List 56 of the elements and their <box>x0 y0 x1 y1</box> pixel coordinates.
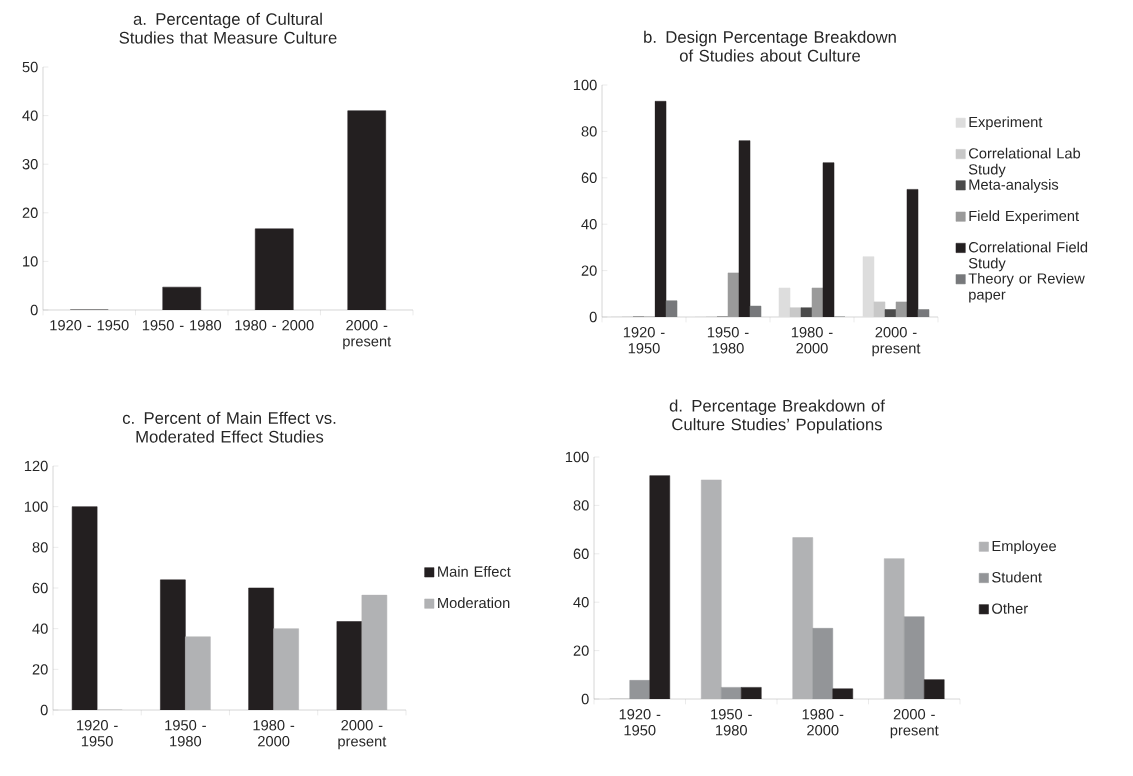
y-tick-label: 80 <box>32 542 48 553</box>
y-tick-label: 80 <box>581 126 597 137</box>
y-tick-label: 40 <box>581 219 597 230</box>
x-tick-label: 2000 - present <box>890 709 939 739</box>
x-tick-label: 2000 - present <box>343 320 392 350</box>
y-tick-label: 20 <box>581 265 597 276</box>
legend-label: Employee <box>992 540 1056 555</box>
y-tick-label: 100 <box>24 501 48 512</box>
chart-title: b. Design Percentage Breakdown of Studies about Culture <box>644 30 896 62</box>
y-tick-label: 40 <box>32 623 48 634</box>
y-tick-label: 0 <box>581 693 589 705</box>
y-tick-label: 100 <box>573 79 597 91</box>
y-tick-label: 0 <box>40 704 48 716</box>
chart-title: a. Percentage of Cultural Studies that Measure Culture <box>119 12 337 44</box>
y-tick-label: 60 <box>573 548 589 559</box>
legend-label: Correlational Lab Study <box>968 147 1081 178</box>
y-tick-label: 30 <box>22 159 38 170</box>
legend-label: Correlational Field Study <box>968 241 1088 272</box>
x-tick-label: 1920 - 1950 <box>50 320 129 331</box>
x-tick-label: 1950 - 1980 <box>711 709 752 736</box>
x-tick-label: 1920 - 1950 <box>77 720 118 747</box>
legend-label: Meta-analysis <box>969 179 1059 193</box>
legend-label: Other <box>992 602 1028 614</box>
y-tick-label: 60 <box>581 172 597 183</box>
chart-title: d. Percentage Breakdown of Culture Studies’ Populations <box>669 399 885 434</box>
x-tick-label: 1980 - 2000 <box>791 327 833 354</box>
legend-label: Main Effect <box>438 566 511 577</box>
y-tick-label: 60 <box>32 582 48 594</box>
x-tick-label: 2000 - present <box>872 327 921 357</box>
y-tick-label: 20 <box>573 645 589 656</box>
legend-label: Student <box>992 571 1042 583</box>
y-tick-label: 0 <box>589 311 597 323</box>
x-tick-label: 1950 - 1980 <box>707 327 749 354</box>
legend-label: Theory or Review paper <box>968 272 1085 303</box>
x-tick-label: 1950 - 1980 <box>142 320 222 331</box>
x-tick-label: 1980 - 2000 <box>802 709 844 736</box>
x-tick-label: 2000 - present <box>338 720 387 750</box>
y-tick-label: 20 <box>32 664 48 675</box>
x-tick-label: 1950 - 1980 <box>165 720 206 747</box>
y-tick-label: 100 <box>565 451 589 463</box>
y-tick-label: 50 <box>22 61 38 73</box>
x-tick-label: 1980 - 2000 <box>235 320 314 331</box>
y-tick-label: 20 <box>22 207 38 218</box>
x-tick-label: 1980 - 2000 <box>253 720 295 747</box>
y-tick-label: 40 <box>573 597 589 608</box>
legend-label: Field Experiment <box>969 210 1079 224</box>
chart-title: c. Percent of Main Effect vs. Moderated Effect Studies <box>122 411 336 443</box>
y-tick-label: 40 <box>22 110 38 121</box>
y-tick-label: 0 <box>30 304 38 316</box>
legend-label: Moderation <box>438 597 510 609</box>
y-tick-label: 80 <box>573 500 589 511</box>
y-tick-label: 120 <box>24 460 48 472</box>
legend-label: Experiment <box>969 116 1043 131</box>
x-tick-label: 1920 - 1950 <box>623 327 665 354</box>
y-tick-label: 10 <box>23 256 38 267</box>
x-tick-label: 1920 - 1950 <box>619 709 661 736</box>
